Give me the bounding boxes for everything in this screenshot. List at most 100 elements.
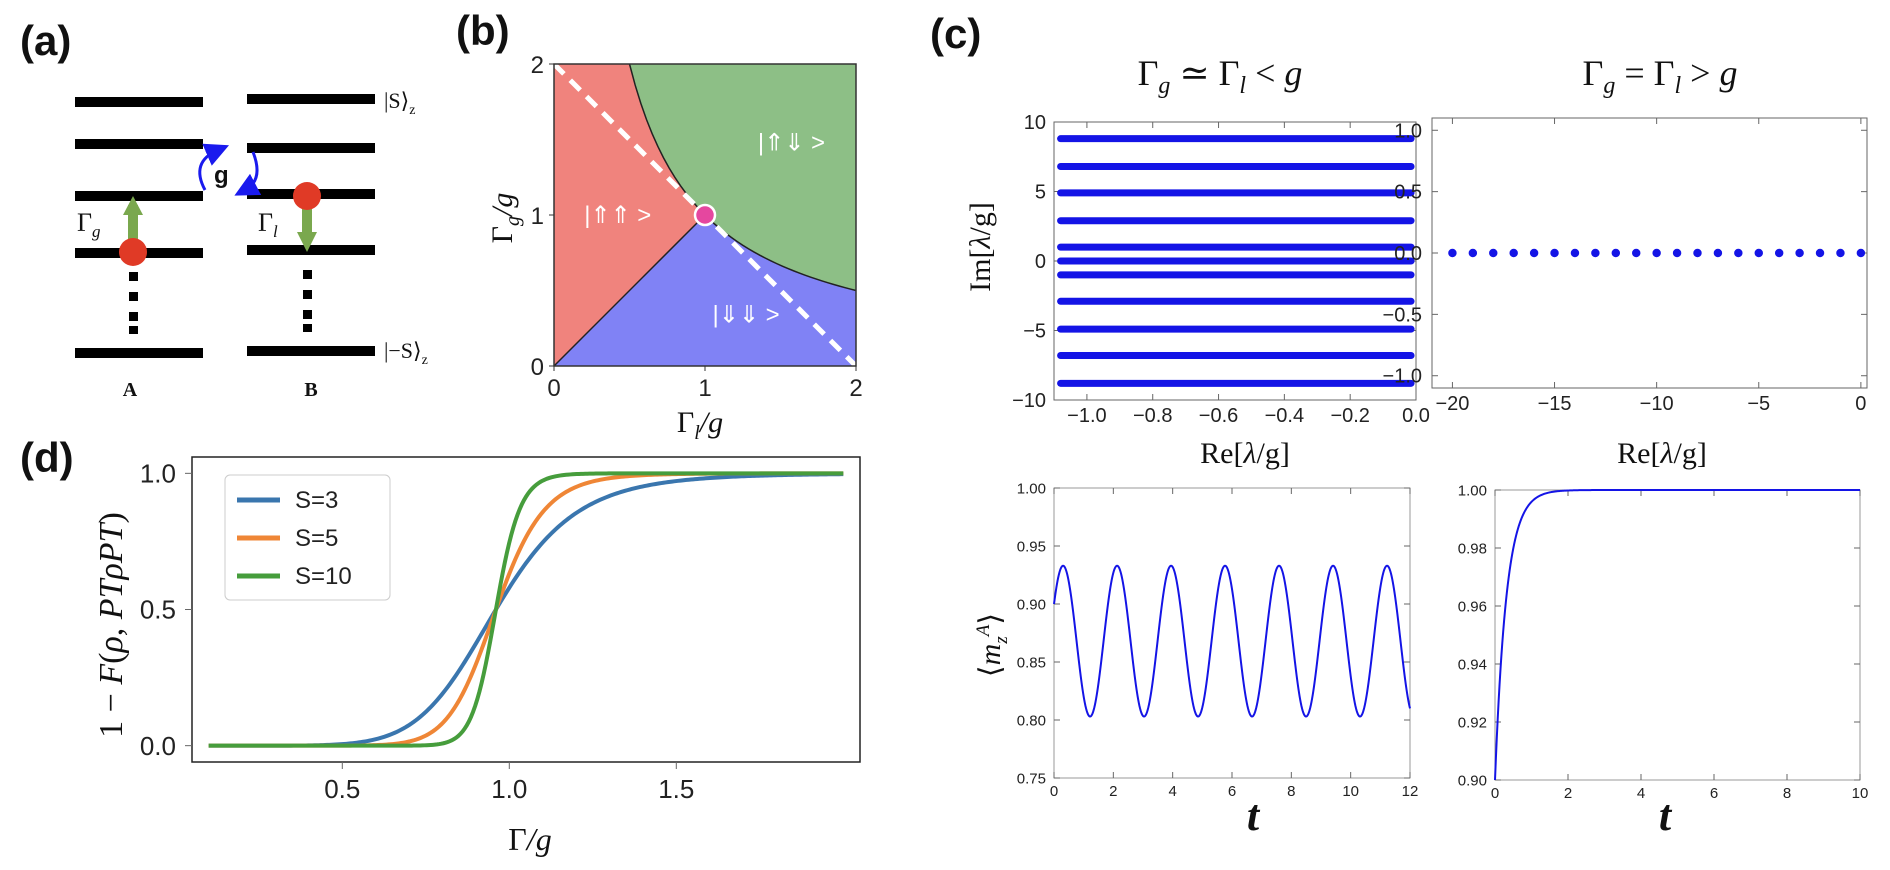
- c3-xtick-label: 0: [1050, 783, 1058, 800]
- c2-eigenvalue-point: [1815, 248, 1825, 258]
- panel-label-d: (d): [20, 434, 74, 481]
- c4-ytick-label: 0.90: [1458, 772, 1487, 789]
- c4-curve: [1494, 489, 1860, 781]
- particle-a: [119, 238, 147, 266]
- d-xlabel: Γ/g: [508, 821, 551, 857]
- top-state-label: |S⟩z: [384, 88, 415, 118]
- oscillator-a-levels: [75, 97, 203, 358]
- c3-ytick-label: 0.85: [1017, 654, 1046, 671]
- c1-ylabel: Im[λ/g]: [964, 202, 997, 292]
- d-ytick-label: 0.5: [140, 595, 176, 625]
- b-ylabel: Γg/g: [486, 193, 524, 244]
- bottom-state-label: |−S⟩z: [384, 338, 428, 368]
- c4-frame: [1494, 489, 1861, 781]
- c2-ytick-label: 1.0: [1394, 120, 1422, 142]
- c2-xtick-label: 0: [1855, 393, 1866, 415]
- c3-xtick-label: 10: [1342, 783, 1359, 800]
- c2-eigenvalue-point: [1672, 248, 1682, 258]
- c4-ytick-label: 0.92: [1458, 714, 1487, 731]
- coupling-label: g: [214, 162, 229, 189]
- b-exceptional-point: [693, 203, 717, 227]
- c1-ytick-label: −5: [1023, 321, 1046, 343]
- b-xtick-label: 2: [849, 375, 862, 402]
- particle-b: [293, 182, 321, 210]
- c2-eigenvalue-point: [1550, 248, 1559, 258]
- c2-xtick-label: −5: [1747, 393, 1770, 415]
- c3-ytick-label: 0.75: [1017, 770, 1046, 787]
- c2-eigenvalue-point: [1652, 248, 1661, 258]
- c2-eigenvalue-point: [1529, 248, 1539, 258]
- c1-ytick-label: 0: [1035, 251, 1046, 273]
- c2-eigenvalue-point: [1509, 248, 1518, 258]
- c2-ytick-label: 0.0: [1394, 243, 1422, 265]
- coupling-arrow-left: [198, 143, 230, 191]
- c2-ytick-label: 0.5: [1394, 182, 1422, 204]
- d-xtick-label: 0.5: [324, 774, 360, 804]
- c4-xtick-label: 2: [1564, 785, 1572, 802]
- c2-eigenvalue-point: [1754, 248, 1763, 258]
- d-series-s10: [208, 471, 844, 748]
- ellipsis-dots: [129, 270, 312, 334]
- c3-xlabel: t: [1247, 791, 1261, 840]
- c2-xtick-label: −20: [1435, 393, 1469, 415]
- c2-eigenvalue-point: [1591, 248, 1600, 258]
- loss-rate-label: Γl: [258, 208, 278, 241]
- c1-xtick-label: −0.4: [1265, 405, 1304, 427]
- c1-xtick-label: −1.0: [1067, 405, 1106, 427]
- c2-eigenvalue-point: [1448, 248, 1457, 258]
- b-ytick-label: 1: [531, 203, 544, 230]
- c4-ytick-label: 0.94: [1458, 656, 1487, 673]
- c3-curve: [1053, 564, 1411, 718]
- d-ylabel: 1 − F(ρ, PTρPT): [93, 512, 130, 738]
- c2-xtick-label: −10: [1640, 393, 1674, 415]
- d-ytick-label: 1.0: [140, 458, 176, 488]
- c2-eigenvalue-point: [1734, 248, 1743, 258]
- panel-c: (c) Γg ≃ Γl < g Γg = Γl > g −1.0 −0.8 −0.6…: [930, 10, 1868, 840]
- b-region-label: |⇑⇓ >: [758, 130, 825, 157]
- c3-xtick-label: 6: [1228, 783, 1236, 800]
- c2-eigenvalue-point: [1713, 248, 1723, 258]
- gain-arrow: [123, 196, 143, 245]
- c1-title: Γg ≃ Γl < g: [1138, 53, 1303, 99]
- c2-eigenvalue-point: [1774, 248, 1784, 258]
- panel-label-a: (a): [20, 17, 71, 64]
- c3-frame: [1053, 487, 1411, 779]
- c2-eigenvalue-point: [1468, 248, 1478, 258]
- c1-xtick-label: −0.2: [1330, 405, 1369, 427]
- c4-xtick-label: 4: [1637, 785, 1645, 802]
- b-xlabel: Γl/g: [677, 406, 723, 444]
- c2-ytick-label: −0.5: [1383, 304, 1422, 326]
- c4-xtick-label: 6: [1710, 785, 1718, 802]
- panel-b: (b) |⇑⇑ > |⇑⇓ > |⇓⇓ > 0 1 2 0 1 2 Γl/g Γg/g: [456, 7, 863, 444]
- panel-label-b: (b): [456, 7, 510, 54]
- c3-xtick-label: 4: [1168, 783, 1176, 800]
- oscillator-a-label: A: [123, 379, 138, 401]
- c2-eigenvalue-point: [1836, 248, 1845, 258]
- c1-ytick-label: 10: [1024, 112, 1046, 134]
- c4-xtick-label: 8: [1783, 785, 1791, 802]
- c3-ytick-label: 1.00: [1017, 480, 1046, 497]
- c4-xtick-label: 10: [1852, 785, 1869, 802]
- b-ytick-label: 0: [531, 354, 544, 381]
- c2-eigenvalue-point: [1693, 248, 1702, 258]
- d-legend-label: S=5: [295, 525, 338, 552]
- b-boundary-curve: [628, 63, 857, 292]
- b-region-up-down: [629, 64, 856, 291]
- d-xtick-label: 1.0: [491, 774, 527, 804]
- b-xtick-label: 0: [547, 375, 560, 402]
- oscillator-b-label: B: [304, 379, 317, 401]
- d-ytick-label: 0.0: [140, 731, 176, 761]
- c2-xtick-label: −15: [1538, 393, 1572, 415]
- panel-d: (d) 0.5 1.0 1.5 0.0 0.5 1.0 S=3 S=5 S=10 Γ/g 1 −…: [20, 434, 861, 857]
- c3-ytick-label: 0.80: [1017, 712, 1046, 729]
- gain-rate-label: Γg: [77, 208, 101, 241]
- b-region-up-up: [554, 64, 705, 366]
- d-xtick-label: 1.5: [658, 774, 694, 804]
- b-ytick-label: 2: [531, 52, 544, 79]
- panel-a: (a) g Γg: [20, 17, 428, 401]
- d-legend-box: [224, 474, 391, 601]
- c2-xlabel: Re[λ/g]: [1617, 437, 1707, 470]
- c2-eigenvalue-point: [1489, 248, 1498, 258]
- c2-title: Γg = Γl > g: [1583, 53, 1738, 99]
- d-legend-label: S=3: [295, 487, 338, 514]
